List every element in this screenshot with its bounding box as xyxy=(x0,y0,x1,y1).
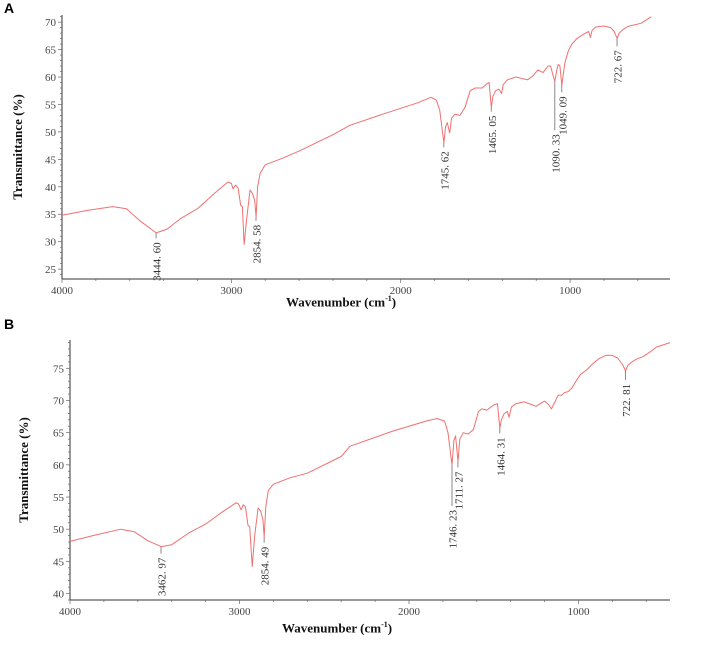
panel-b-peak-label: 1464. 31 xyxy=(495,437,507,476)
panel-a-letter: A xyxy=(4,0,15,16)
panel-b-x-tick-label: 1000 xyxy=(567,606,590,618)
panel-b-y-tick-label: 70 xyxy=(53,395,65,407)
panel-a-x-tick-label: 2000 xyxy=(390,285,413,297)
panel-a-peak-label: 1465. 05 xyxy=(487,115,499,154)
panel-a-peak-label: 2854. 58 xyxy=(252,224,264,263)
panel-b-y-tick-label: 40 xyxy=(53,589,65,601)
panel-a-y-tick-label: 35 xyxy=(45,209,57,221)
panel-b-letter: B xyxy=(4,316,15,332)
panel-b-y-tick-label: 55 xyxy=(53,492,65,504)
panel-a-y-tick-label: 65 xyxy=(45,45,57,57)
panel-b-x-tick-label: 2000 xyxy=(398,606,421,618)
panel-b-y-tick-label: 45 xyxy=(53,556,65,568)
panel-b-peak-label: 3462. 97 xyxy=(157,557,169,596)
panel-a-y-tick-label: 70 xyxy=(45,17,57,29)
panel-a-x-tick-label: 4000 xyxy=(51,285,74,297)
panel-a-peak-label: 1090. 33 xyxy=(550,134,562,173)
panel-a-spectrum-line xyxy=(61,16,652,245)
panel-a-y-tick-label: 30 xyxy=(45,237,57,249)
panel-a-x-axis-label: Wavenumber (cm-1) xyxy=(286,294,397,310)
panel-b-peak-label: 1711. 27 xyxy=(453,471,465,510)
panel-a-y-tick-label: 60 xyxy=(45,72,57,84)
panel-a-y-axis-label: Transmittance (%) xyxy=(10,94,25,200)
panel-a-y-tick-label: 45 xyxy=(45,154,57,166)
panel-a-y-tick-label: 25 xyxy=(45,264,57,276)
panel-b-plot: 40 45 50 55 60 65 70 75 4000 3000 2000 1000 Transmit… xyxy=(16,340,671,618)
panel-a-y-tick-label: 40 xyxy=(45,182,57,194)
panel-a-peak-label: 1049. 09 xyxy=(557,96,569,135)
panel-b-y-tick-label: 65 xyxy=(53,428,65,440)
panel-a-x-tick-label: 3000 xyxy=(220,285,243,297)
panel-b-y-tick-label: 60 xyxy=(53,460,65,472)
panel-b-y-axis-label: Transmittance (%) xyxy=(16,417,31,523)
panel-b-peak-label: 722. 81 xyxy=(621,384,633,417)
panel-b-x-tick-label: 4000 xyxy=(59,606,82,618)
panel-b-y-tick-label: 75 xyxy=(53,363,65,375)
panel-b-x-axis-label: Wavenumber (cm-1) xyxy=(282,620,393,636)
panel-a-peak-label: 1745. 62 xyxy=(439,151,451,190)
panel-b-peak-label: 1746. 23 xyxy=(448,510,460,549)
panel-a-x-tick-label: 1000 xyxy=(559,285,582,297)
panel-a-plot: 25 30 35 40 45 50 55 60 65 70 4000 3000 2000 1000 Tran… xyxy=(10,15,670,297)
panel-a-peak-label: 3444. 60 xyxy=(152,242,164,281)
panel-b-peak-label: 2854. 49 xyxy=(260,546,272,585)
panel-b-x-tick-label: 3000 xyxy=(228,606,251,618)
panel-b-spectrum-line xyxy=(69,342,671,567)
panel-a-y-tick-label: 50 xyxy=(45,127,57,139)
panel-b-y-tick-label: 50 xyxy=(53,524,65,536)
panel-a-peak-label: 722. 67 xyxy=(613,50,625,83)
panel-a-y-tick-label: 55 xyxy=(45,99,57,111)
